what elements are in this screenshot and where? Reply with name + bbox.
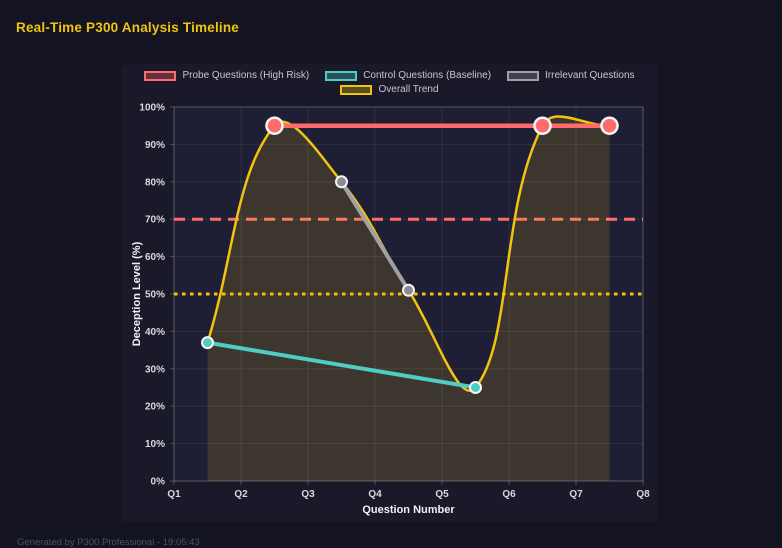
x-tick-label: Q7 bbox=[569, 489, 583, 500]
data-point-control-questions-baseline[interactable] bbox=[201, 336, 214, 350]
legend-item-overall-trend[interactable]: Overall Trend bbox=[340, 84, 439, 95]
y-tick-label: 50% bbox=[145, 290, 165, 301]
x-tick-label: Q3 bbox=[301, 489, 315, 500]
y-tick-label: 40% bbox=[145, 327, 165, 338]
x-tick-label: Q5 bbox=[435, 489, 449, 500]
y-axis-title: Deception Level (%) bbox=[131, 241, 143, 346]
y-tick-label: 20% bbox=[145, 402, 165, 413]
legend-row: Overall Trend bbox=[340, 84, 439, 95]
y-tick-label: 80% bbox=[145, 177, 165, 188]
legend-item-irrelevant-questions[interactable]: Irrelevant Questions bbox=[507, 70, 635, 81]
legend-swatch-icon bbox=[507, 70, 540, 81]
y-tick-label: 90% bbox=[145, 140, 165, 151]
y-tick-label: 60% bbox=[145, 252, 165, 263]
page-title: Real-Time P300 Analysis Timeline bbox=[16, 20, 240, 35]
y-tick-label: 70% bbox=[145, 215, 165, 226]
legend-swatch-icon bbox=[340, 84, 373, 95]
x-tick-label: Q8 bbox=[636, 489, 650, 500]
legend-swatch-icon bbox=[325, 70, 358, 81]
footer-note: Generated by P300 Professional - 19:05:4… bbox=[17, 537, 200, 548]
series-fill-overall-trend bbox=[207, 116, 610, 481]
x-tick-label: Q6 bbox=[502, 489, 516, 500]
x-tick-label: Q1 bbox=[167, 489, 181, 500]
legend-row: Probe Questions (High Risk) Control Quest… bbox=[144, 70, 635, 81]
legend-label: Overall Trend bbox=[378, 84, 439, 95]
data-point-probe-questions-high-risk[interactable] bbox=[533, 116, 552, 135]
series-line-irrelevant-questions bbox=[339, 179, 411, 293]
y-tick-label: 100% bbox=[139, 103, 165, 114]
legend-item-control-questions-baseline[interactable]: Control Questions (Baseline) bbox=[325, 70, 491, 81]
x-axis-title: Question Number bbox=[362, 504, 455, 516]
data-point-probe-questions-high-risk[interactable] bbox=[600, 116, 619, 135]
chart-legend: Probe Questions (High Risk) Control Quest… bbox=[121, 70, 658, 95]
data-point-control-questions-baseline[interactable] bbox=[469, 381, 482, 394]
legend-swatch-icon bbox=[144, 70, 177, 81]
y-tick-label: 30% bbox=[145, 364, 165, 375]
y-tick-label: 0% bbox=[151, 477, 166, 488]
x-tick-label: Q4 bbox=[368, 489, 382, 500]
legend-label: Control Questions (Baseline) bbox=[363, 70, 492, 81]
x-tick-label: Q2 bbox=[234, 489, 248, 500]
legend-label: Probe Questions (High Risk) bbox=[182, 70, 310, 81]
series-line-control-questions-baseline bbox=[205, 340, 478, 390]
legend-label: Irrelevant Questions bbox=[545, 70, 635, 81]
data-point-irrelevant-questions[interactable] bbox=[335, 175, 348, 189]
data-point-irrelevant-questions[interactable] bbox=[402, 283, 415, 297]
legend-item-probe-questions-high-risk[interactable]: Probe Questions (High Risk) bbox=[144, 70, 309, 81]
data-point-probe-questions-high-risk[interactable] bbox=[265, 116, 284, 135]
y-tick-label: 10% bbox=[145, 439, 165, 450]
